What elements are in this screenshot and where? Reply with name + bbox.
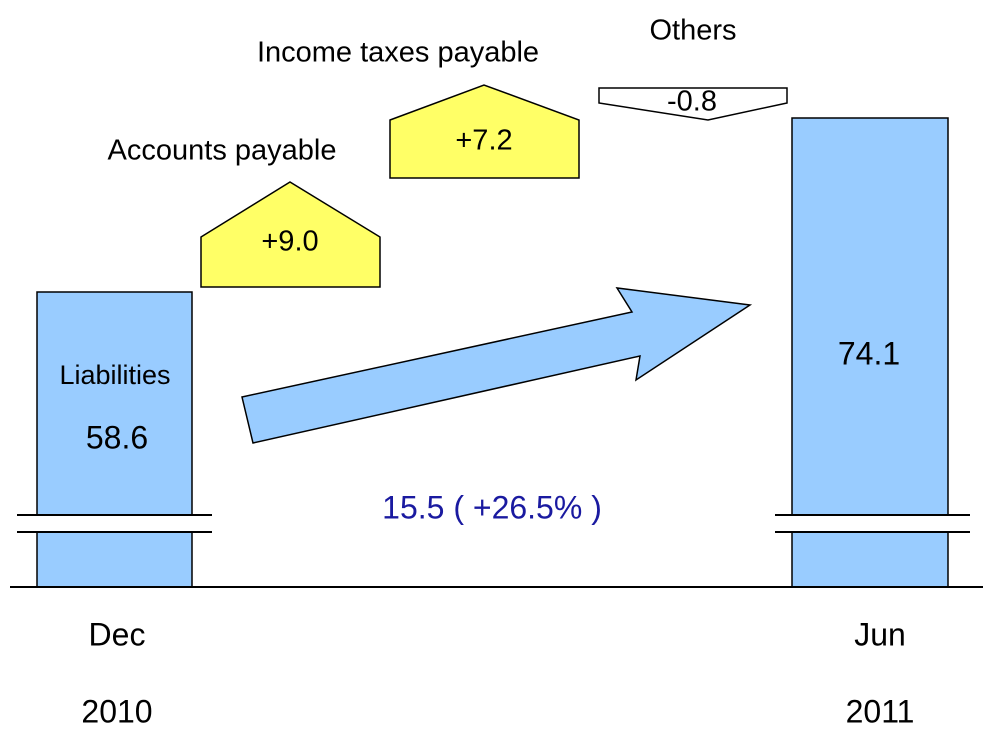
start-value: 58.6 (86, 419, 148, 455)
start-bar (36, 291, 193, 588)
change-value: -0.8 (667, 86, 717, 118)
label: Income taxes payable (257, 37, 539, 69)
change-value: +9.0 (261, 226, 318, 258)
axis-break (15, 516, 215, 532)
decrease-shape (598, 87, 788, 121)
period-month: Jun (854, 616, 906, 652)
trend-arrow (241, 287, 753, 444)
change-value: +7.2 (455, 125, 512, 157)
end-bar (791, 117, 949, 588)
period-year: 2011 (846, 693, 915, 729)
end-value: 74.1 (838, 335, 900, 371)
increase-shape (389, 84, 580, 179)
period-month: Dec (89, 616, 146, 652)
period-year: 2010 (81, 693, 152, 729)
label: Liabilities (59, 360, 170, 390)
total-change: 15.5 ( +26.5% ) (382, 489, 602, 525)
label: Accounts payable (108, 135, 337, 167)
label: Others (649, 15, 736, 47)
axis-break (773, 516, 973, 532)
increase-shape (200, 181, 381, 288)
